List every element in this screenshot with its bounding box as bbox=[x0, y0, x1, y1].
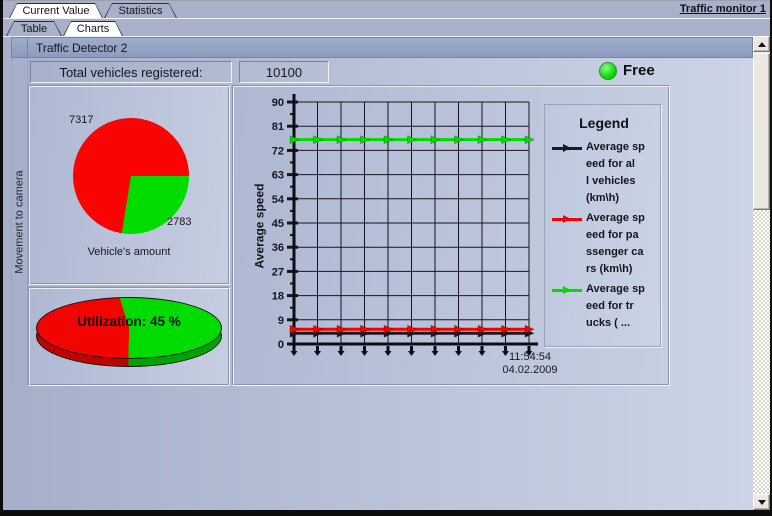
status-indicator-icon bbox=[599, 62, 617, 80]
window-border-bottom bbox=[0, 510, 772, 516]
y-axis-title: Average speed bbox=[252, 183, 266, 269]
legend-title: Legend bbox=[579, 115, 629, 131]
arrow-down-icon bbox=[757, 499, 766, 505]
tab-charts-label: Charts bbox=[64, 22, 122, 36]
total-vehicles-label: Total vehicles registered: bbox=[30, 61, 232, 83]
tab-statistics-label: Statistics bbox=[105, 4, 176, 18]
tab-table[interactable]: Table bbox=[6, 21, 62, 36]
y-axis-title-wrap: Average speed bbox=[251, 126, 267, 326]
legend-text-all-vehicles: Average sp eed for al l vehicles (km\h) bbox=[586, 141, 645, 204]
legend-text-trucks: Average sp eed for tr ucks ( ... bbox=[586, 283, 645, 329]
tab-charts[interactable]: Charts bbox=[63, 21, 123, 36]
utilization-panel: Utilization: 45 % bbox=[28, 287, 230, 386]
scroll-up-button[interactable] bbox=[753, 36, 770, 52]
speed-chart-svg: 0 9 18 27 36 45 54 63 72 81 90 bbox=[272, 94, 538, 356]
svg-text:63: 63 bbox=[272, 170, 284, 182]
utilization-pie bbox=[36, 297, 222, 359]
svg-text:45: 45 bbox=[272, 218, 284, 230]
app-title-link[interactable]: Traffic monitor 1 bbox=[679, 3, 766, 15]
vehicles-pie-panel: 7317 2783 Vehicle's amount bbox=[28, 85, 230, 285]
x-axis-date: 04.02.2009 bbox=[502, 364, 558, 376]
legend-item-trucks: Average sp eed for tr ucks ( ... bbox=[552, 281, 656, 332]
legend-text-passenger-cars: Average sp eed for pa ssenger ca rs (km\… bbox=[586, 212, 645, 275]
x-axis-time: 11:54:54 bbox=[508, 351, 551, 363]
tabbar-sub: Table Charts bbox=[3, 19, 770, 37]
direction-label: Movement to camera bbox=[13, 170, 26, 274]
legend-marker-0 bbox=[552, 142, 582, 154]
svg-text:18: 18 bbox=[272, 291, 284, 303]
scroll-down-button[interactable] bbox=[753, 494, 770, 510]
chart-legend: Legend Average sp eed for al l vehicles … bbox=[544, 104, 661, 347]
pie-label-red: 7317 bbox=[69, 114, 94, 126]
tab-current-value[interactable]: Current Value bbox=[9, 3, 103, 18]
tab-statistics[interactable]: Statistics bbox=[104, 3, 177, 18]
scrollbar-thumb[interactable] bbox=[753, 53, 770, 210]
svg-text:90: 90 bbox=[272, 97, 284, 109]
svg-text:54: 54 bbox=[272, 194, 285, 206]
legend-marker-1 bbox=[552, 213, 582, 225]
vertical-scrollbar[interactable] bbox=[753, 36, 770, 510]
detector-header-gutter-cell bbox=[12, 38, 28, 57]
window-border-left bbox=[0, 0, 3, 516]
window-border-top bbox=[0, 0, 772, 1]
pie-label-green: 2783 bbox=[167, 216, 192, 228]
speed-chart-panel: 0 9 18 27 36 45 54 63 72 81 90 Average speed 11:54… bbox=[232, 85, 670, 386]
window-border-right bbox=[770, 0, 772, 516]
vehicles-pie bbox=[73, 118, 189, 234]
svg-text:0: 0 bbox=[278, 339, 284, 351]
x-axis-datetime: 11:54:54 04.02.2009 bbox=[466, 351, 594, 377]
svg-text:9: 9 bbox=[278, 315, 284, 327]
svg-text:36: 36 bbox=[272, 242, 284, 254]
detector-header: Traffic Detector 2 bbox=[11, 37, 753, 58]
legend-marker-2 bbox=[552, 284, 582, 296]
tabbar-main: Current Value Statistics bbox=[3, 1, 770, 19]
legend-item-all-vehicles: Average sp eed for al l vehicles (km\h) bbox=[552, 139, 656, 207]
svg-text:72: 72 bbox=[272, 145, 284, 157]
utilization-label: Utilization: 45 % bbox=[77, 314, 181, 329]
arrow-up-icon bbox=[757, 41, 766, 47]
tab-table-label: Table bbox=[7, 22, 61, 36]
detector-title: Traffic Detector 2 bbox=[36, 40, 128, 55]
legend-item-passenger-cars: Average sp eed for pa ssenger ca rs (km\… bbox=[552, 210, 656, 278]
status-label: Free bbox=[623, 62, 655, 79]
total-vehicles-value: 10100 bbox=[239, 61, 329, 83]
svg-text:81: 81 bbox=[272, 121, 284, 133]
tab-current-value-label: Current Value bbox=[10, 4, 102, 18]
svg-text:27: 27 bbox=[272, 266, 284, 278]
direction-gutter: Movement to camera bbox=[11, 58, 28, 386]
pie-caption: Vehicle's amount bbox=[87, 246, 171, 258]
